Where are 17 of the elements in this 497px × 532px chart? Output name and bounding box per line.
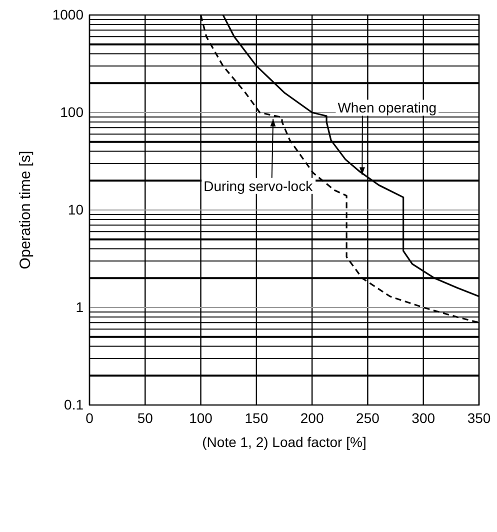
x-tick-label: 150	[244, 410, 268, 426]
annotation: When operating	[338, 100, 437, 116]
y-tick-label: 10	[68, 201, 84, 218]
x-tick-label: 200	[300, 410, 324, 426]
x-tick-label: 50	[137, 410, 154, 426]
annotation: During servo-lock	[204, 178, 314, 194]
y-tick-label: 100	[60, 104, 84, 120]
y-axis-title: Operation time [s]	[17, 150, 34, 270]
x-tick-label: 0	[86, 410, 94, 426]
y-tick-label: 0.1	[64, 396, 84, 412]
x-tick-label: 350	[467, 410, 491, 426]
y-tick-label: 1	[76, 298, 84, 315]
x-tick-label: 100	[189, 410, 213, 426]
x-axis-title: (Note 1, 2) Load factor [%]	[202, 434, 366, 450]
x-tick-label: 300	[412, 410, 436, 426]
y-tick-label: 1000	[52, 6, 84, 22]
x-tick-label: 250	[356, 410, 380, 426]
